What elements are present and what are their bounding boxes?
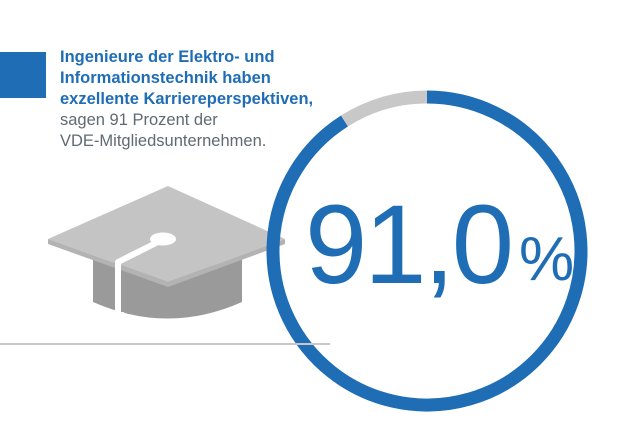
ring-segment-remainder [341, 90, 428, 127]
ring-group [266, 90, 588, 412]
headline-line-2: Informationstechnik haben [60, 69, 271, 87]
headline-line-1: Ingenieure der Elektro- und [60, 48, 275, 66]
accent-block [0, 52, 46, 98]
subline-line-2: VDE-Mitgliedsunternehmen. [60, 132, 267, 150]
headline-line-3: exzellente Karriereperspektiven, [60, 90, 314, 108]
subline-line-1: sagen 91 Prozent der [60, 111, 218, 129]
headline: Ingenieure der Elektro- und Informations… [60, 47, 360, 110]
ground-line [0, 343, 330, 345]
graduation-cap-icon [48, 186, 285, 336]
subline: sagen 91 Prozent der VDE-Mitgliedsuntern… [60, 110, 360, 152]
ring-segment-main [266, 90, 588, 412]
value-number: 91,0 [305, 182, 514, 307]
value-unit: % [518, 225, 575, 294]
center-value: 91,0% [305, 185, 574, 305]
